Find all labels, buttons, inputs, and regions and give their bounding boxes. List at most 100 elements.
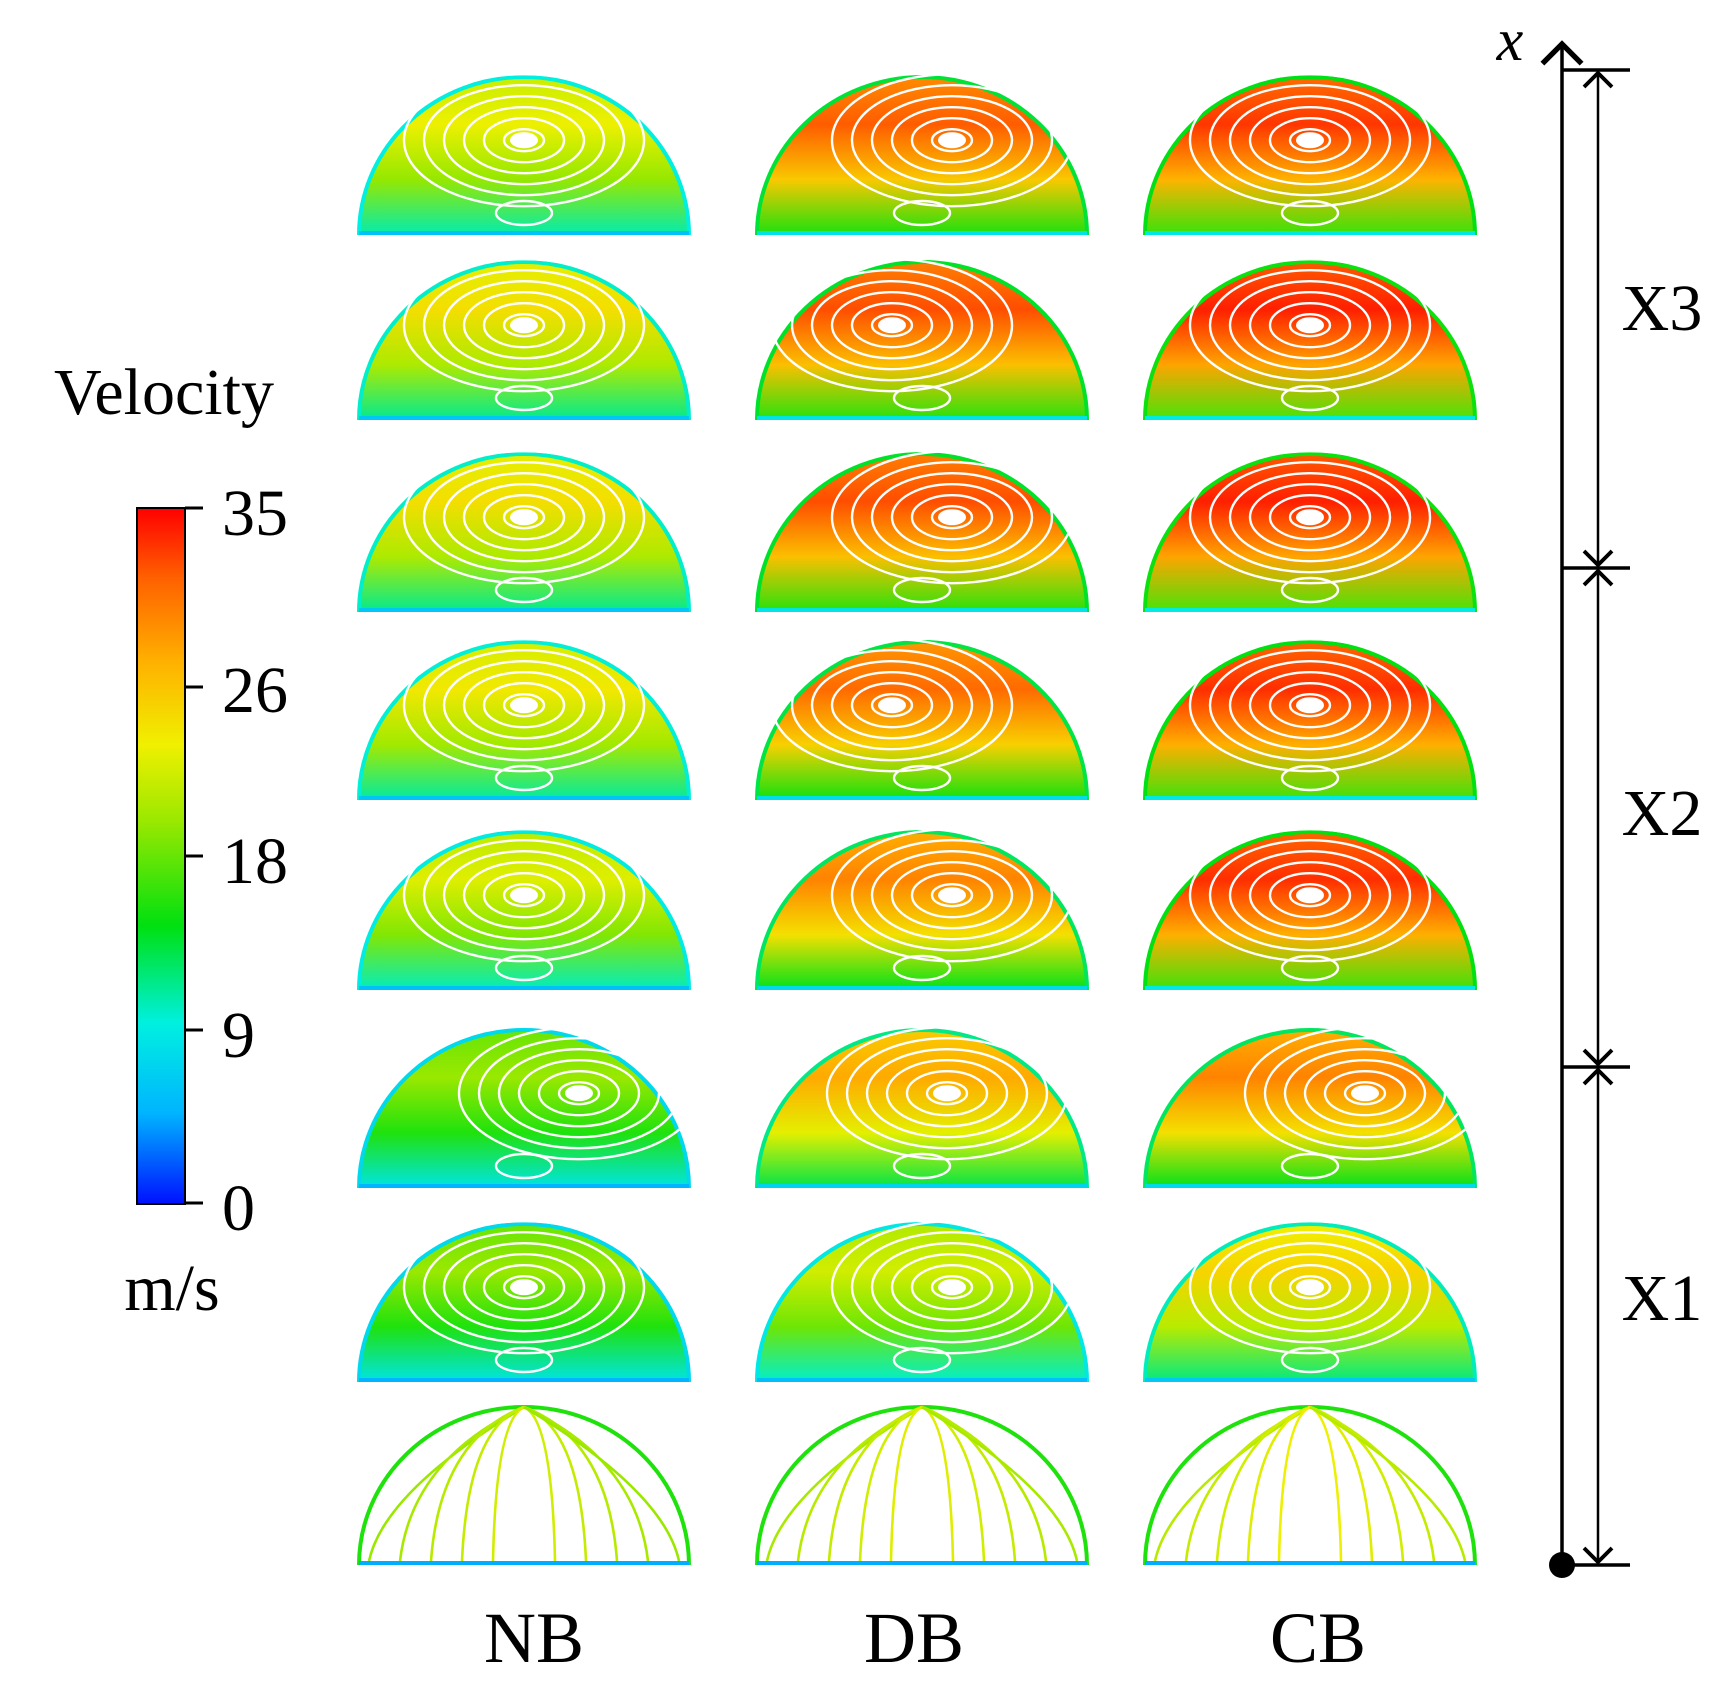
panel-nb-1-streamline	[462, 105, 586, 175]
panel-nb-1-streamline	[494, 199, 554, 227]
panel-db-8-streamline	[858, 1405, 923, 1562]
streamline-panels	[357, 72, 1487, 1566]
panel-nb-6-streamline	[477, 1036, 681, 1150]
panel-cb-8-streamline	[1309, 1405, 1405, 1562]
panel-db-8-streamline	[921, 1405, 1017, 1562]
panel-nb-6-streamline	[494, 1152, 554, 1180]
panel-cb-1-streamline	[1248, 105, 1372, 175]
panel-db-8-streamline	[765, 1405, 923, 1562]
panel-nb-8-streamline	[523, 1405, 681, 1562]
panel-db-6-streamline	[845, 1036, 1049, 1150]
panel-nb-7	[357, 1219, 691, 1383]
panel-cb-2-vortex-core	[1296, 317, 1324, 334]
column-label-db: DB	[864, 1598, 964, 1678]
panel-db-2-streamline	[870, 313, 914, 338]
panel-cb-3-streamline	[1228, 472, 1392, 563]
panel-db-4-streamline	[870, 693, 914, 718]
panel-db-8-outline	[755, 1405, 1089, 1566]
panel-db-2-streamline	[850, 302, 934, 349]
panel-nb-7-streamline	[442, 1241, 606, 1333]
panel-cb-2	[1143, 258, 1477, 421]
tick-label-35: 35	[222, 477, 288, 550]
panel-db-3-streamline	[930, 505, 974, 530]
panel-cb-6-streamline	[1303, 1058, 1427, 1128]
panel-db-8	[755, 1405, 1089, 1566]
panel-nb-2	[357, 258, 691, 421]
panel-db-1-streamline	[830, 72, 1074, 208]
panel-nb-3-streamline	[502, 505, 546, 530]
panel-nb-4-field	[359, 642, 689, 800]
x-axis-label: x	[1496, 7, 1524, 73]
panel-cb-8-outline	[1143, 1405, 1477, 1566]
panel-db-7-streamline	[890, 1252, 1014, 1322]
panel-cb-5-outline	[1143, 830, 1477, 991]
panel-cb-3-outline	[1143, 452, 1477, 613]
panel-db-4-streamline	[770, 638, 1014, 773]
panel-nb-8-streamline	[523, 1405, 557, 1562]
panel-cb-1-outline	[1143, 75, 1477, 236]
panel-db-5-streamline	[830, 828, 1074, 963]
panel-db-4-streamline	[790, 649, 994, 762]
panel-db-7-streamline	[892, 1346, 952, 1374]
panel-cb-7-streamline	[1228, 1241, 1392, 1333]
panel-nb-3-streamline	[442, 472, 606, 563]
panel-cb-6	[1143, 1025, 1487, 1189]
tick-label-0: 0	[222, 1172, 255, 1245]
panel-cb-7-streamline	[1280, 1346, 1340, 1374]
panel-nb-4	[357, 638, 691, 801]
panel-cb-7-vortex-core	[1296, 1279, 1324, 1296]
panel-nb-8-streamline	[460, 1405, 525, 1562]
panel-db-7-streamline	[930, 1274, 974, 1300]
panel-cb-1-vortex-core	[1296, 132, 1324, 149]
panel-db-1-streamline	[850, 83, 1054, 197]
panel-db-5-streamline	[910, 872, 994, 919]
panel-db-6-outline	[755, 1028, 1089, 1189]
panel-db-3-streamline	[870, 472, 1034, 563]
panel-cb-3-streamline	[1288, 505, 1332, 530]
panel-nb-1	[357, 72, 691, 236]
panel-db-6-streamline	[865, 1047, 1029, 1139]
panel-db-5-streamline	[850, 839, 1054, 952]
panel-cb-4-outline	[1143, 640, 1477, 801]
panel-cb-7-streamline	[1288, 1274, 1332, 1300]
panel-cb-7	[1143, 1219, 1477, 1383]
panel-db-5-streamline	[892, 954, 952, 982]
panel-nb-1-vortex-core	[510, 132, 538, 149]
panel-nb-4-streamline	[494, 764, 554, 792]
panel-db-3-vortex-core	[938, 509, 966, 526]
panel-nb-8-streamline	[523, 1405, 619, 1562]
panel-cb-8-streamline	[1215, 1405, 1311, 1562]
panel-cb-1-streamline	[1208, 83, 1412, 197]
panel-cb-5-streamline	[1228, 850, 1392, 941]
panel-cb-2-streamline	[1188, 258, 1432, 393]
panel-nb-2-streamline	[494, 384, 554, 412]
panel-nb-1-streamline	[502, 127, 546, 153]
panel-cb-3-field	[1145, 454, 1475, 612]
panel-nb-1-streamline	[402, 72, 646, 208]
panel-cb-5-streamline	[1188, 828, 1432, 963]
colorbar	[136, 507, 186, 1205]
panel-db-1	[755, 72, 1089, 236]
panel-db-5-streamline	[930, 883, 974, 908]
panel-nb-5-streamline	[494, 954, 554, 982]
panel-nb-1-streamline	[442, 94, 606, 186]
panel-db-3-streamline	[850, 461, 1054, 574]
panel-cb-6-streamline	[1323, 1069, 1407, 1117]
panel-cb-7-streamline	[1208, 1230, 1412, 1344]
panel-cb-2-streamline	[1208, 269, 1412, 382]
panel-db-6-streamline	[905, 1069, 989, 1117]
panel-cb-5-field	[1145, 832, 1475, 990]
zone-label-x3: X3	[1622, 272, 1703, 345]
panel-db-5	[755, 828, 1089, 991]
panel-nb-6-streamline	[497, 1047, 661, 1139]
panel-cb-6-streamline	[1343, 1080, 1387, 1106]
panel-cb-4-streamline	[1228, 660, 1392, 751]
panel-cb-2-outline	[1143, 260, 1477, 421]
panel-nb-5-streamline	[422, 839, 626, 952]
panel-nb-1-outline	[357, 75, 691, 236]
panel-cb-3	[1143, 450, 1477, 613]
panel-nb-3-outline	[357, 452, 691, 613]
panel-nb-7-vortex-core	[510, 1279, 538, 1296]
panel-cb-4-vortex-core	[1296, 697, 1324, 714]
